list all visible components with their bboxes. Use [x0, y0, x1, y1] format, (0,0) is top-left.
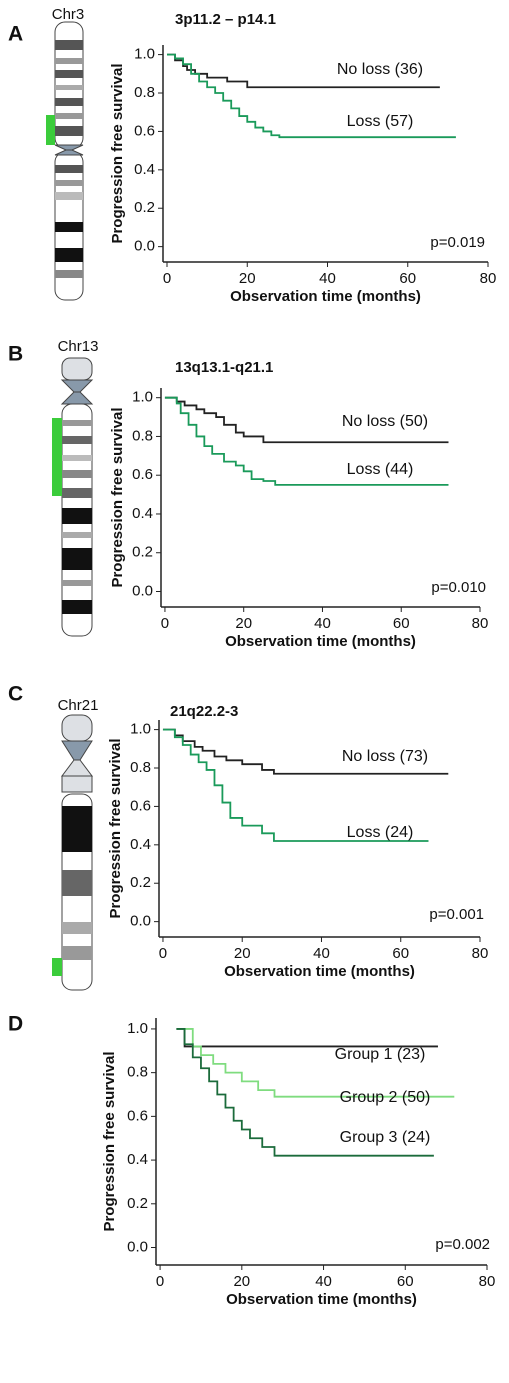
x-axis-label: Observation time (months) — [230, 288, 421, 305]
x-tick-label: 60 — [399, 270, 416, 287]
x-tick-label: 20 — [233, 1273, 250, 1290]
survival-curve — [176, 1028, 438, 1048]
y-tick-label: 0.8 — [134, 84, 155, 101]
x-tick-label: 80 — [472, 945, 489, 962]
series-label: No loss (50) — [342, 413, 428, 430]
y-tick-label: 0.6 — [132, 466, 153, 483]
y-tick-label: 1.0 — [130, 721, 151, 738]
chromosome-label: Chr21 — [58, 697, 99, 714]
y-tick-label: 1.0 — [134, 46, 155, 63]
x-axis-label: Observation time (months) — [225, 633, 416, 650]
survival-curve — [162, 728, 449, 775]
y-axis-label: Progression free survival — [107, 738, 124, 918]
survival-curve — [162, 728, 429, 842]
x-tick-label: 40 — [319, 270, 336, 287]
y-axis-label: Progression free survival — [109, 407, 126, 587]
ideogram-chr3 — [46, 21, 84, 301]
series-label: Group 3 (24) — [340, 1129, 431, 1146]
x-tick-label: 0 — [156, 1273, 164, 1290]
y-tick-label: 0.8 — [132, 427, 153, 444]
x-tick-label: 20 — [239, 270, 256, 287]
y-tick-label: 0.0 — [127, 1238, 148, 1255]
panel-letter: D — [8, 1013, 23, 1036]
y-tick-label: 0.2 — [130, 874, 151, 891]
chart-title: 21q22.2-3 — [170, 703, 238, 720]
y-tick-label: 0.8 — [127, 1064, 148, 1081]
x-tick-label: 20 — [235, 615, 252, 632]
y-tick-label: 0.0 — [132, 582, 153, 599]
y-tick-label: 0.6 — [130, 797, 151, 814]
y-tick-label: 0.8 — [130, 759, 151, 776]
survival-curve — [164, 396, 449, 444]
y-axis-label: Progression free survival — [101, 1051, 118, 1231]
x-tick-label: 80 — [472, 615, 489, 632]
x-tick-label: 0 — [159, 945, 167, 962]
chart-title: 13q13.1-q21.1 — [175, 359, 273, 376]
x-axis-label: Observation time (months) — [226, 1291, 417, 1308]
y-tick-label: 0.4 — [130, 836, 151, 853]
series-label: No loss (36) — [337, 61, 423, 78]
survival-curve — [176, 1028, 455, 1098]
series-label: Loss (57) — [347, 113, 414, 130]
survival-curve — [164, 396, 449, 486]
series-label: Group 1 (23) — [335, 1046, 426, 1063]
p-value: p=0.002 — [435, 1236, 490, 1253]
y-tick-label: 1.0 — [132, 389, 153, 406]
panel-letter: C — [8, 683, 23, 706]
series-label: Group 2 (50) — [340, 1089, 431, 1106]
ideogram-chr13 — [52, 357, 94, 637]
chromosome-label: Chr13 — [58, 338, 99, 355]
x-tick-label: 0 — [161, 615, 169, 632]
series-label: Loss (24) — [347, 824, 414, 841]
y-tick-label: 1.0 — [127, 1020, 148, 1037]
panel-letter: A — [8, 23, 23, 46]
y-tick-label: 0.4 — [132, 505, 153, 522]
y-tick-label: 0.4 — [127, 1151, 148, 1168]
y-axis-label: Progression free survival — [109, 63, 126, 243]
series-label: Loss (44) — [347, 461, 414, 478]
x-tick-label: 80 — [479, 1273, 496, 1290]
x-tick-label: 40 — [313, 945, 330, 962]
y-tick-label: 0.6 — [127, 1107, 148, 1124]
x-tick-label: 80 — [480, 270, 497, 287]
y-tick-label: 0.6 — [134, 122, 155, 139]
p-value: p=0.019 — [430, 234, 485, 251]
x-tick-label: 60 — [393, 615, 410, 632]
x-tick-label: 20 — [234, 945, 251, 962]
x-tick-label: 60 — [397, 1273, 414, 1290]
x-axis-label: Observation time (months) — [224, 963, 415, 980]
survival-curve — [176, 1028, 434, 1157]
survival-curve — [167, 53, 440, 89]
panel-letter: B — [8, 343, 23, 366]
y-tick-label: 0.0 — [134, 238, 155, 255]
y-tick-label: 0.2 — [127, 1195, 148, 1212]
p-value: p=0.001 — [429, 906, 484, 923]
y-tick-label: 0.0 — [130, 913, 151, 930]
x-tick-label: 40 — [314, 615, 331, 632]
y-tick-label: 0.4 — [134, 161, 155, 178]
p-value: p=0.010 — [431, 579, 486, 596]
ideogram-chr21 — [52, 714, 93, 991]
x-tick-label: 0 — [163, 270, 171, 287]
y-tick-label: 0.2 — [132, 544, 153, 561]
x-tick-label: 60 — [392, 945, 409, 962]
chromosome-label: Chr3 — [52, 6, 85, 23]
x-tick-label: 40 — [315, 1273, 332, 1290]
series-label: No loss (73) — [342, 748, 428, 765]
chart-title: 3p11.2 – p14.1 — [175, 11, 276, 28]
survival-curve — [167, 53, 456, 139]
y-tick-label: 0.2 — [134, 199, 155, 216]
